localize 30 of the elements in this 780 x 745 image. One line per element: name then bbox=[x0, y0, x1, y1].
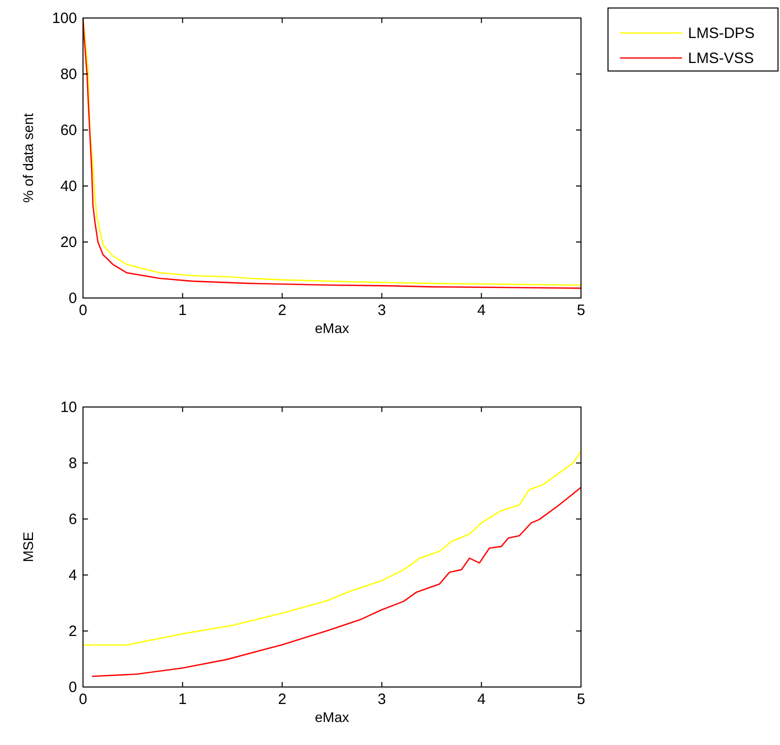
y-axis-title: MSE bbox=[20, 532, 36, 562]
line-series bbox=[91, 486, 582, 678]
x-tick-label: 1 bbox=[178, 691, 187, 708]
y-tick-label: 40 bbox=[60, 178, 77, 195]
x-tick-label: 2 bbox=[278, 691, 286, 708]
legend-label: LMS-DPS bbox=[688, 25, 755, 42]
x-tick-label: 2 bbox=[278, 302, 286, 319]
x-tick-label: 4 bbox=[477, 691, 486, 708]
y-tick-label: 4 bbox=[68, 567, 77, 584]
y-axis-title: % of data sent bbox=[20, 113, 36, 203]
y-tick-label: 80 bbox=[60, 66, 77, 83]
legend-label: LMS-VSS bbox=[688, 50, 754, 67]
y-tick-label: 100 bbox=[52, 10, 77, 27]
y-tick-label: 20 bbox=[60, 234, 77, 251]
x-tick-label: 3 bbox=[378, 302, 386, 319]
y-tick-label: 8 bbox=[68, 455, 77, 472]
y-tick-label: 10 bbox=[60, 399, 77, 416]
y-tick-label: 6 bbox=[68, 511, 77, 528]
x-tick-label: 3 bbox=[378, 691, 386, 708]
x-tick-label: 1 bbox=[178, 302, 187, 319]
line-series bbox=[82, 450, 582, 646]
x-tick-label: 5 bbox=[576, 302, 586, 319]
y-tick-label: 60 bbox=[60, 122, 77, 139]
y-tick-label: 0 bbox=[68, 679, 77, 696]
y-tick-label: 2 bbox=[68, 623, 77, 640]
x-axis-title: eMax bbox=[314, 709, 350, 725]
y-tick-label: 0 bbox=[68, 290, 77, 307]
x-tick-label: 5 bbox=[576, 691, 586, 708]
x-axis-title: eMax bbox=[314, 320, 350, 336]
x-tick-label: 4 bbox=[477, 302, 486, 319]
